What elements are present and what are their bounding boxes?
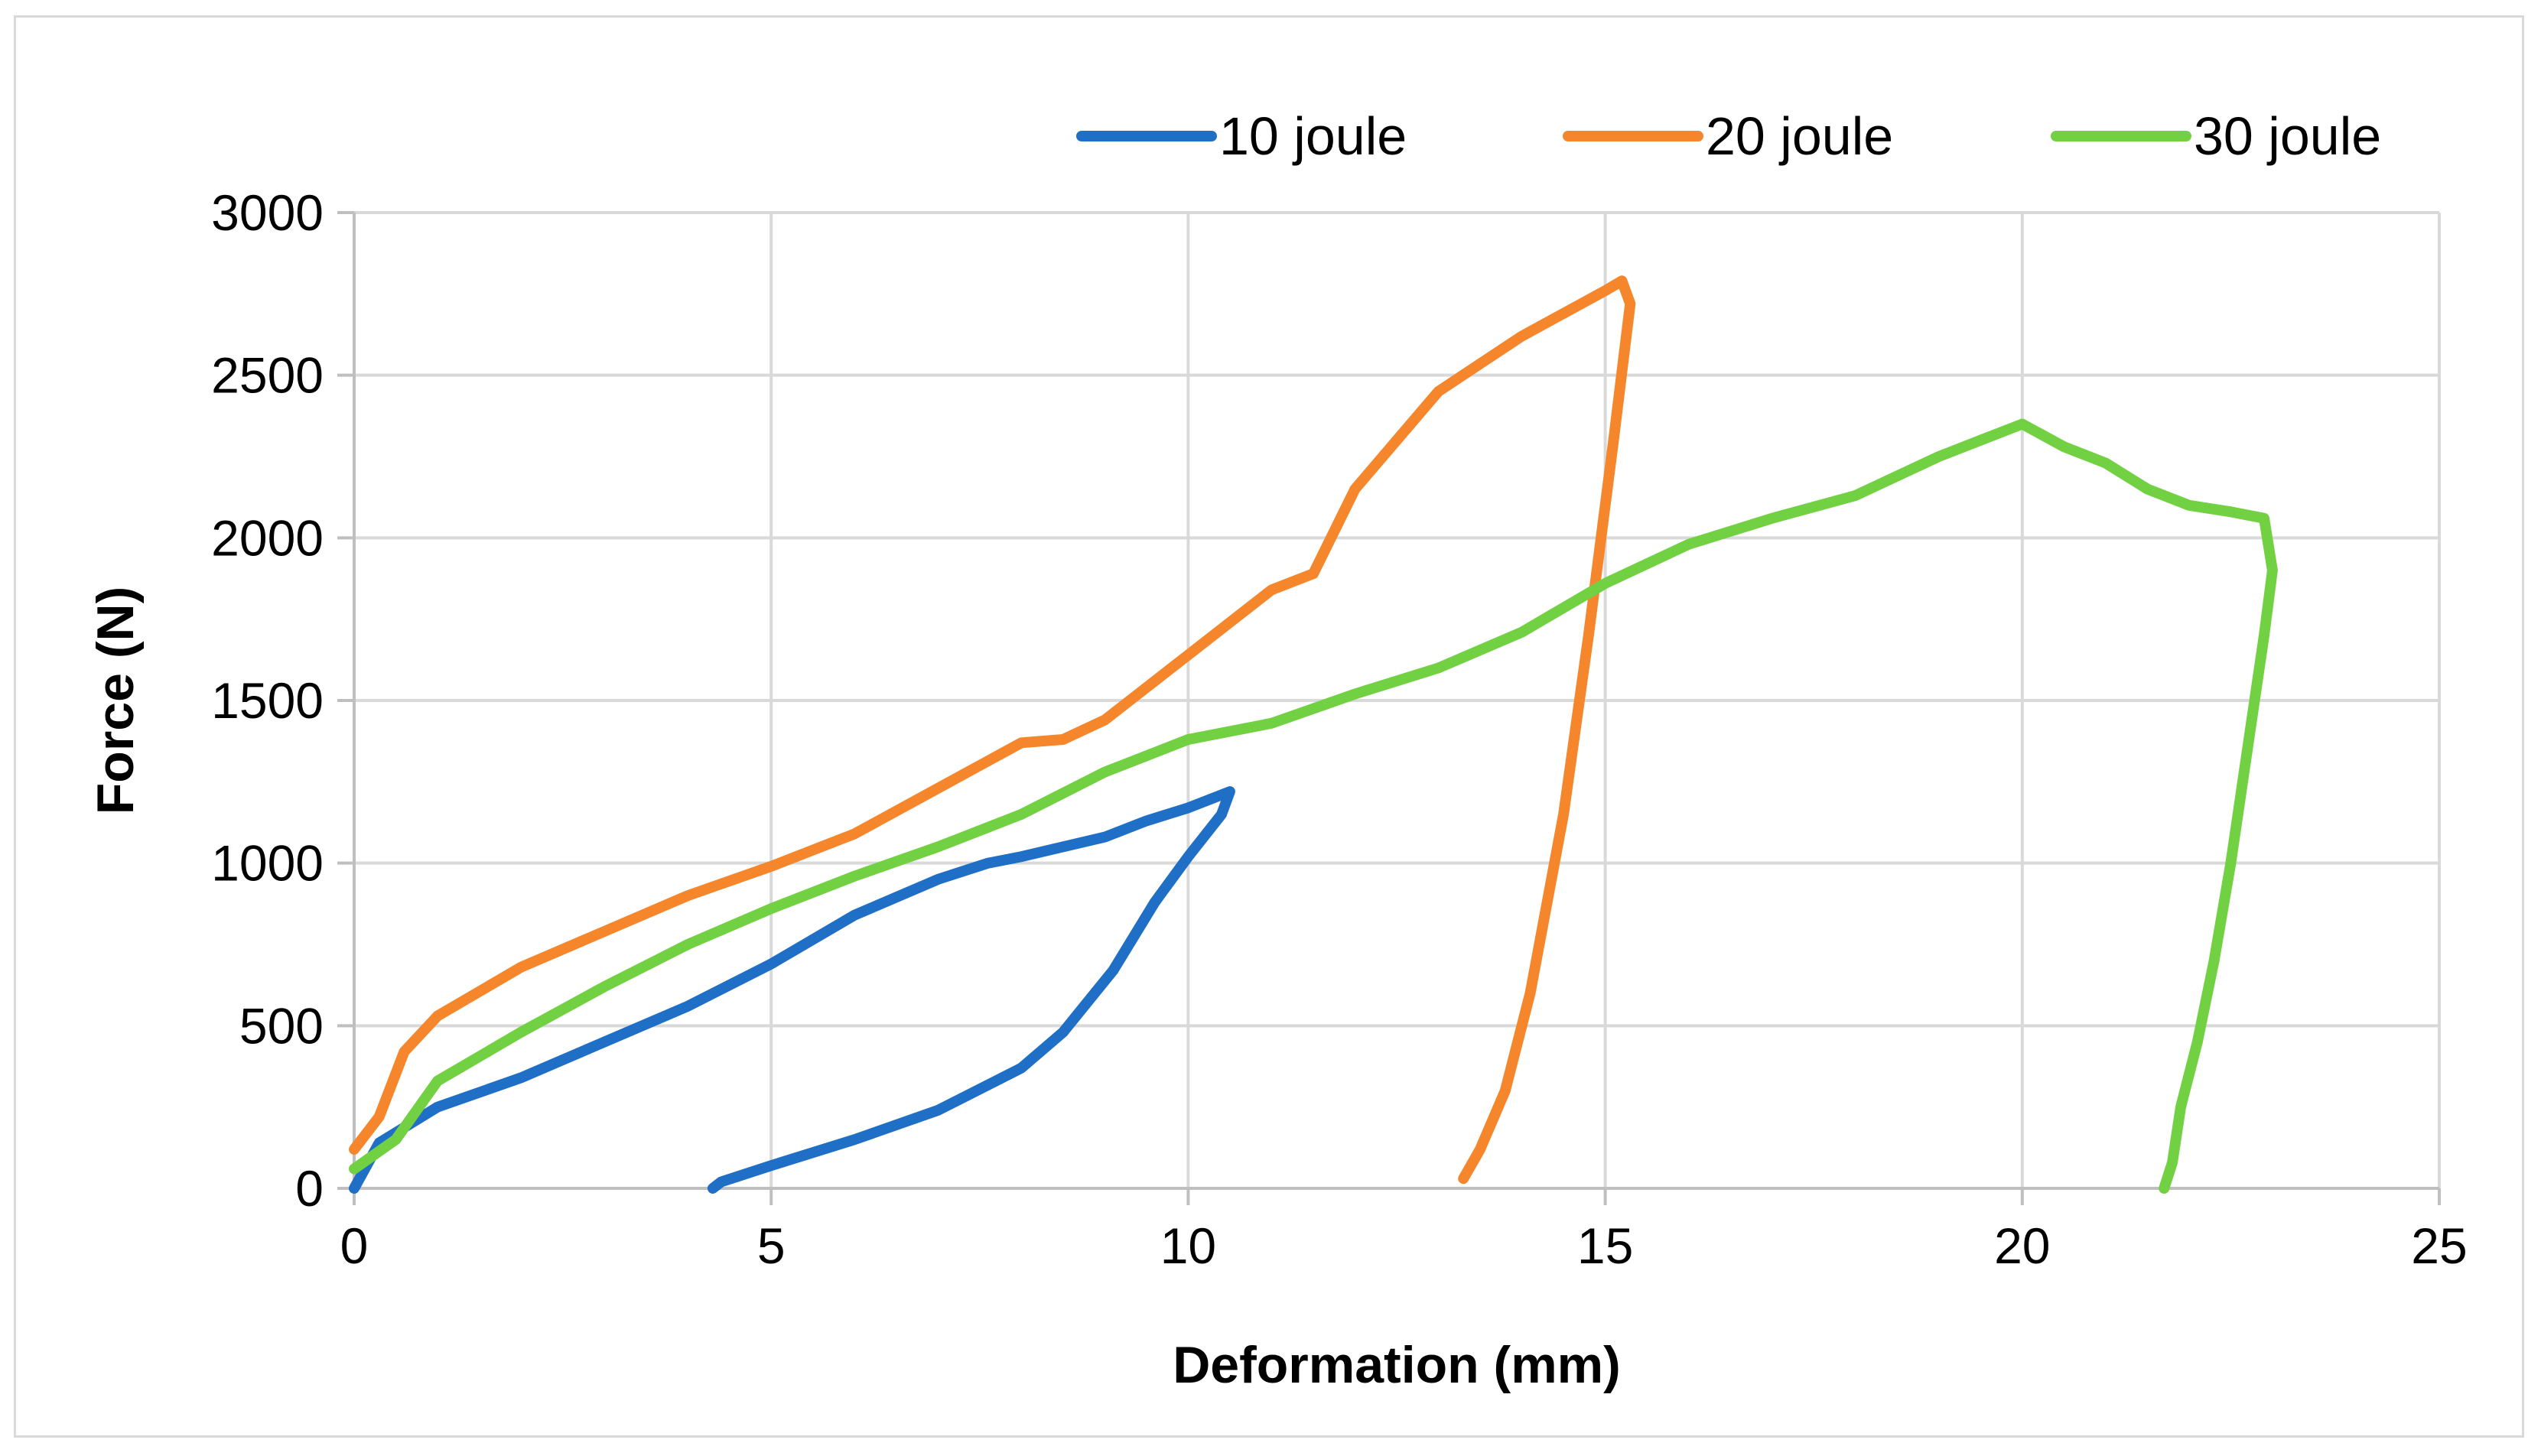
series-layer	[349, 275, 2278, 1194]
series-line-20-joule	[349, 275, 1636, 1185]
legend-label-10-joule: 10 joule	[1219, 106, 1407, 166]
y-axis-title: Force (N)	[86, 587, 145, 814]
x-tick-label-3: 15	[1577, 1217, 1633, 1274]
series-line-10-joule	[349, 786, 1235, 1194]
y-tick-label-1: 500	[239, 997, 324, 1054]
x-tick-label-0: 0	[340, 1217, 369, 1274]
y-tick-label-5: 2500	[211, 347, 324, 404]
legend-label-30-joule: 30 joule	[2194, 106, 2381, 166]
axis-layer	[337, 211, 2441, 1205]
x-tick-label-4: 20	[1994, 1217, 2050, 1274]
legend: 10 joule 20 joule 30 joule	[1076, 106, 2381, 166]
x-tick-label-1: 5	[757, 1217, 786, 1274]
y-tick-label-3: 1500	[211, 672, 324, 729]
x-tick-label-5: 25	[2411, 1217, 2467, 1274]
y-tick-label-0: 0	[295, 1160, 324, 1217]
legend-label-20-joule: 20 joule	[1706, 106, 1893, 166]
y-tick-label-6: 3000	[211, 184, 324, 241]
tick-labels: 0 500 1000 1500 2000 2500 3000 0 5 10 15 20 25	[211, 184, 2468, 1274]
x-tick-label-2: 10	[1160, 1217, 1216, 1274]
grid-layer	[354, 211, 2441, 1188]
series-line-30-joule	[349, 418, 2278, 1194]
x-axis-title: Deformation (mm)	[1173, 1336, 1621, 1394]
y-tick-label-4: 2000	[211, 509, 324, 566]
y-tick-label-2: 1000	[211, 835, 324, 892]
